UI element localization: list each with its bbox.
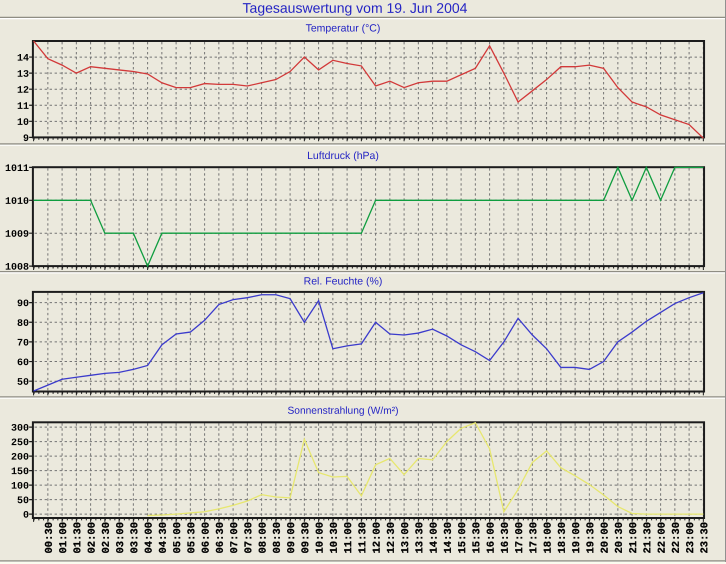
svg-text:14: 14 — [17, 54, 29, 65]
svg-text:10: 10 — [17, 118, 29, 129]
svg-text:Luftdruck (hPa): Luftdruck (hPa) — [307, 150, 379, 162]
svg-text:11: 11 — [17, 102, 29, 113]
svg-text:1008: 1008 — [5, 263, 29, 274]
svg-text:12:30: 12:30 — [386, 522, 398, 554]
svg-text:13: 13 — [17, 70, 29, 81]
svg-text:08:30: 08:30 — [272, 522, 284, 554]
svg-text:19:30: 19:30 — [585, 522, 597, 554]
svg-text:18:00: 18:00 — [543, 522, 555, 554]
svg-text:21:00: 21:00 — [628, 522, 640, 554]
svg-text:10:00: 10:00 — [315, 522, 327, 554]
svg-text:16:00: 16:00 — [486, 522, 498, 554]
svg-text:06:00: 06:00 — [201, 522, 213, 554]
svg-text:300: 300 — [11, 424, 29, 435]
svg-text:0: 0 — [23, 511, 29, 522]
svg-text:06:30: 06:30 — [215, 522, 227, 554]
svg-text:13:00: 13:00 — [400, 522, 412, 554]
svg-text:100: 100 — [11, 482, 29, 493]
svg-text:12: 12 — [17, 86, 29, 97]
svg-text:07:00: 07:00 — [229, 522, 241, 554]
svg-text:03:00: 03:00 — [115, 522, 127, 554]
svg-text:1011: 1011 — [5, 164, 29, 175]
svg-text:Temperatur (°C): Temperatur (°C) — [306, 22, 381, 34]
svg-text:10:30: 10:30 — [329, 522, 341, 554]
svg-text:70: 70 — [17, 338, 29, 349]
svg-text:1009: 1009 — [5, 230, 29, 241]
svg-text:50: 50 — [17, 378, 29, 389]
svg-text:09:30: 09:30 — [300, 522, 312, 554]
svg-text:1010: 1010 — [5, 197, 29, 208]
svg-text:11:30: 11:30 — [357, 522, 369, 554]
svg-text:00:30: 00:30 — [44, 522, 56, 554]
svg-text:Sonnenstrahlung (W/m²): Sonnenstrahlung (W/m²) — [288, 406, 399, 417]
svg-text:Tagesauswertung vom 19. Jun 20: Tagesauswertung vom 19. Jun 2004 — [243, 0, 468, 16]
svg-text:80: 80 — [17, 319, 29, 330]
svg-text:9: 9 — [23, 134, 29, 145]
svg-text:22:00: 22:00 — [657, 522, 669, 554]
svg-text:19:00: 19:00 — [571, 522, 583, 554]
svg-text:14:00: 14:00 — [429, 522, 441, 554]
svg-text:01:00: 01:00 — [58, 522, 70, 554]
svg-text:50: 50 — [17, 496, 29, 507]
svg-text:17:00: 17:00 — [514, 522, 526, 554]
svg-text:13:30: 13:30 — [414, 522, 426, 554]
svg-text:07:30: 07:30 — [243, 522, 255, 554]
svg-text:12:00: 12:00 — [372, 522, 384, 554]
svg-text:01:30: 01:30 — [72, 522, 84, 554]
svg-text:09:00: 09:00 — [286, 522, 298, 554]
svg-text:04:00: 04:00 — [144, 522, 156, 554]
svg-text:11:00: 11:00 — [343, 522, 355, 554]
svg-text:04:30: 04:30 — [158, 522, 170, 554]
svg-text:05:00: 05:00 — [172, 522, 184, 554]
svg-text:23:00: 23:00 — [685, 522, 697, 554]
svg-text:200: 200 — [11, 453, 29, 464]
svg-text:22:30: 22:30 — [671, 522, 683, 554]
svg-text:08:00: 08:00 — [258, 522, 270, 554]
svg-text:21:30: 21:30 — [642, 522, 654, 554]
svg-text:02:30: 02:30 — [101, 522, 113, 554]
svg-text:17:30: 17:30 — [528, 522, 540, 554]
svg-text:60: 60 — [17, 358, 29, 369]
svg-text:18:30: 18:30 — [557, 522, 569, 554]
svg-text:14:30: 14:30 — [443, 522, 455, 554]
svg-text:15:30: 15:30 — [471, 522, 483, 554]
svg-text:Rel. Feuchte (%): Rel. Feuchte (%) — [304, 275, 383, 287]
svg-text:90: 90 — [17, 299, 29, 310]
svg-text:20:30: 20:30 — [614, 522, 626, 554]
svg-text:20:00: 20:00 — [600, 522, 612, 554]
svg-text:16:30: 16:30 — [500, 522, 512, 554]
svg-text:05:30: 05:30 — [186, 522, 198, 554]
svg-text:03:30: 03:30 — [129, 522, 141, 554]
svg-text:250: 250 — [11, 438, 29, 449]
svg-text:23:30: 23:30 — [699, 522, 711, 554]
svg-text:150: 150 — [11, 467, 29, 478]
svg-text:02:00: 02:00 — [87, 522, 99, 554]
svg-text:15:00: 15:00 — [457, 522, 469, 554]
